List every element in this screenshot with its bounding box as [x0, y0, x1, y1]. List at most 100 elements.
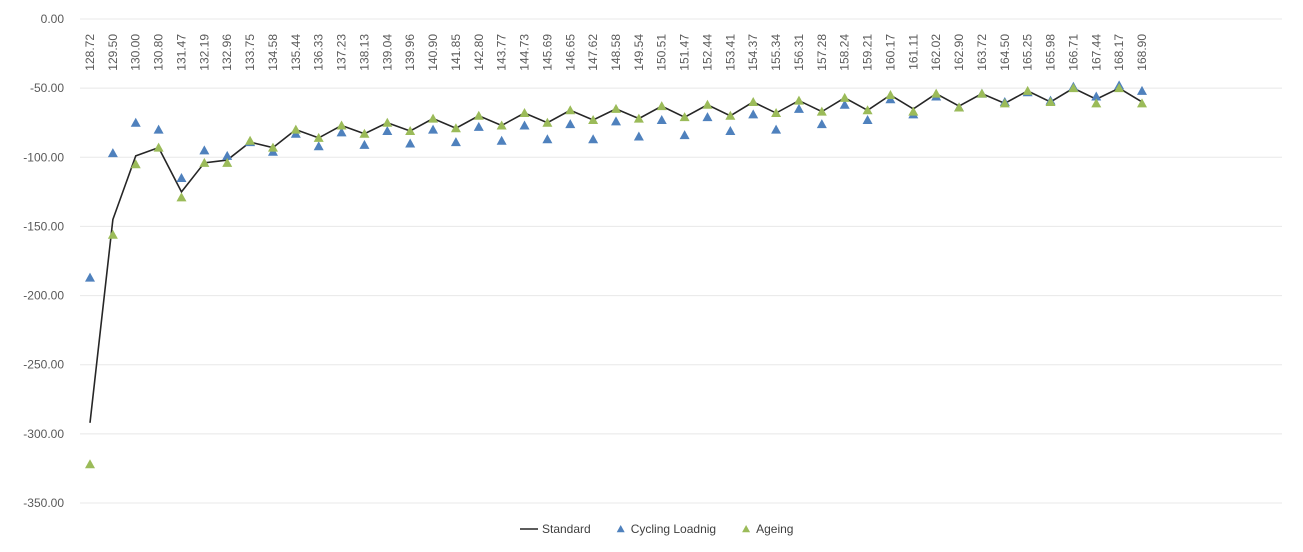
x-tick-label: 155.34 [769, 34, 783, 71]
series-layer [85, 80, 1147, 469]
point-ageing [153, 142, 164, 152]
x-tick-label: 159.21 [861, 34, 875, 71]
x-tick-label: 137.23 [335, 34, 349, 71]
point-ageing [633, 113, 644, 123]
point-ageing [725, 110, 736, 120]
point-ageing [999, 98, 1010, 108]
x-tick-label: 128.72 [83, 34, 97, 71]
point-ageing [359, 128, 370, 138]
x-tick-label: 161.11 [906, 34, 920, 70]
legend-label-ageing: Ageing [756, 522, 793, 536]
point-ageing [931, 88, 942, 98]
point-ageing [496, 120, 507, 130]
y-tick-label: -200.00 [23, 289, 64, 303]
x-tick-label: 136.33 [312, 34, 326, 71]
point-cycling-loadnig [382, 126, 393, 136]
x-tick-label: 144.73 [518, 34, 532, 71]
point-cycling-loadnig [565, 119, 576, 129]
y-tick-label: -100.00 [23, 150, 64, 164]
y-tick-label: -50.00 [30, 81, 64, 95]
series-line-standard [89, 87, 1143, 423]
point-ageing [405, 126, 416, 136]
point-ageing [267, 142, 278, 152]
point-cycling-loadnig [725, 126, 736, 136]
point-ageing [611, 103, 621, 113]
x-tick-label: 145.69 [540, 34, 554, 71]
point-cycling-loadnig [1137, 85, 1147, 95]
x-tick-label: 166.71 [1066, 34, 1080, 71]
point-cycling-loadnig [793, 103, 804, 113]
point-ageing [839, 92, 850, 102]
y-tick-label: 0.00 [41, 12, 65, 26]
x-tick-label: 168.90 [1135, 34, 1149, 71]
point-cycling-loadnig [542, 134, 553, 144]
x-tick-label: 157.28 [815, 34, 829, 71]
point-ageing [450, 123, 461, 133]
x-tick-label: 151.47 [678, 34, 692, 71]
legend-swatch-cycling-loadnig [616, 525, 625, 533]
point-cycling-loadnig [176, 173, 187, 183]
point-cycling-loadnig [199, 145, 210, 155]
x-tick-label: 142.80 [472, 34, 486, 71]
point-cycling-loadnig [679, 130, 690, 140]
y-tick-label: -250.00 [23, 358, 64, 372]
x-tick-label: 163.72 [975, 34, 989, 71]
legend-swatch-ageing [742, 525, 751, 533]
x-tick-label: 143.77 [495, 34, 509, 71]
x-tick-label: 152.44 [700, 34, 714, 71]
point-ageing [130, 159, 141, 169]
y-tick-label: -300.00 [23, 427, 64, 441]
point-ageing [588, 114, 599, 124]
point-ageing [1068, 83, 1079, 93]
x-tick-label: 162.90 [952, 34, 966, 71]
x-tick-label: 138.13 [357, 34, 371, 71]
point-ageing [976, 88, 987, 98]
y-tick-label: -150.00 [23, 219, 64, 233]
x-tick-label: 132.96 [220, 34, 234, 71]
x-tick-label: 129.50 [106, 34, 120, 71]
point-cycling-loadnig [771, 124, 782, 134]
x-tick-label: 132.19 [197, 34, 211, 71]
point-ageing [85, 459, 95, 469]
x-tick-label: 149.54 [632, 34, 646, 71]
point-ageing [336, 120, 347, 130]
point-ageing [176, 192, 187, 202]
x-tick-label: 148.58 [609, 34, 623, 71]
x-tick-label: 160.17 [883, 34, 897, 71]
y-axis: 0.00 -50.00 -100.00 -150.00 -200.00 -250.00 -3… [23, 12, 64, 510]
legend-label-cycling-loadnig: Cycling Loadnig [631, 522, 716, 536]
point-ageing [245, 135, 256, 145]
x-tick-label: 139.96 [403, 34, 417, 71]
point-ageing [473, 110, 484, 120]
point-cycling-loadnig [450, 137, 461, 147]
point-ageing [702, 99, 713, 109]
point-cycling-loadnig [862, 114, 873, 124]
x-tick-label: 158.24 [838, 34, 852, 71]
point-ageing [107, 229, 118, 239]
y-tick-label: -350.00 [23, 496, 64, 510]
x-tick-label: 146.65 [563, 34, 577, 71]
point-ageing [885, 90, 896, 100]
x-tick-label: 141.85 [449, 34, 463, 71]
x-tick-label: 164.50 [998, 34, 1012, 71]
x-tick-label: 130.80 [152, 34, 166, 71]
point-cycling-loadnig [588, 134, 599, 144]
point-ageing [1091, 98, 1102, 108]
point-cycling-loadnig [656, 114, 667, 124]
point-cycling-loadnig [153, 124, 164, 134]
point-cycling-loadnig [222, 150, 233, 160]
x-tick-label: 135.44 [289, 34, 303, 71]
point-ageing [816, 106, 827, 116]
grid-layer [80, 18, 1282, 504]
point-cycling-loadnig [816, 119, 827, 129]
point-cycling-loadnig [405, 138, 416, 148]
point-ageing [222, 157, 233, 167]
point-ageing [679, 112, 690, 122]
x-tick-label: 154.37 [746, 34, 760, 71]
x-tick-label: 165.25 [1021, 34, 1035, 71]
x-axis: 128.72 129.50 130.00 130.80 131.47 132.19 132.… [83, 34, 1149, 71]
point-cycling-loadnig [85, 272, 95, 282]
point-ageing [1022, 85, 1033, 95]
point-cycling-loadnig [611, 116, 621, 126]
